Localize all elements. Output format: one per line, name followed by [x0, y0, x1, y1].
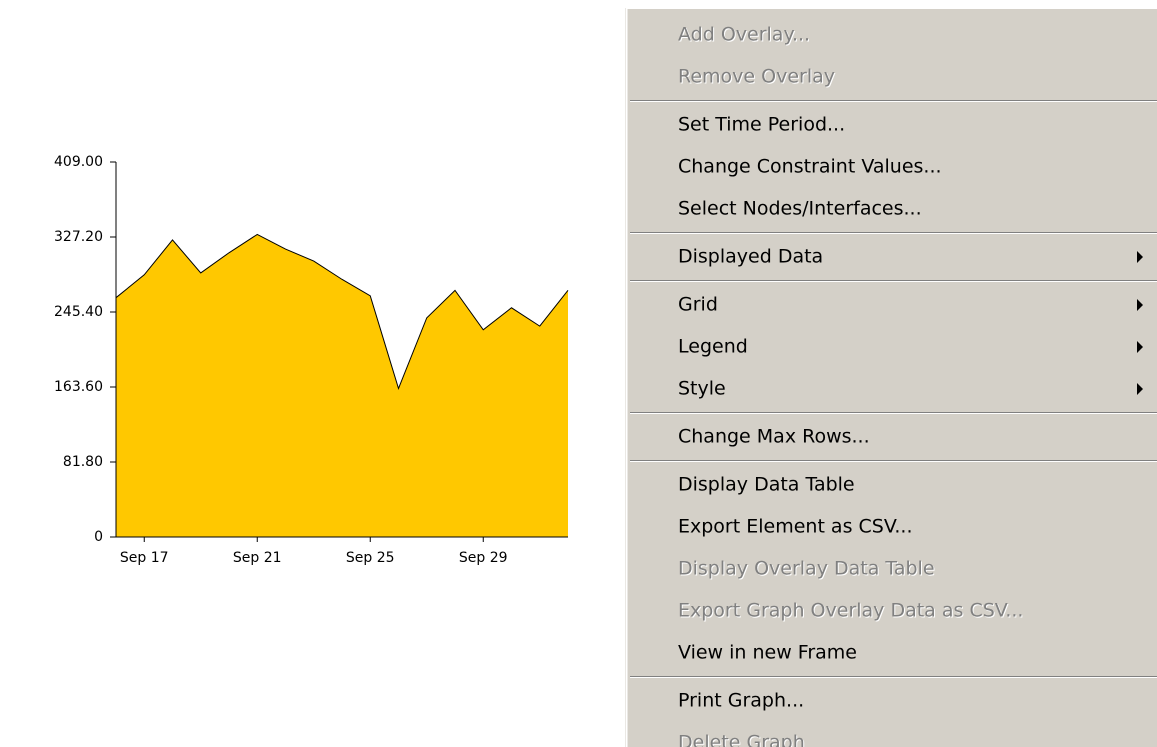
menu-item[interactable]: Select Nodes/Interfaces... [678, 198, 922, 220]
menu-item-shadow: Delete Graph [679, 733, 806, 747]
menu-item: Display Overlay Data Table [678, 558, 935, 580]
menu-item[interactable]: Export Element as CSV... [678, 516, 913, 538]
menu-item[interactable]: Change Constraint Values... [678, 156, 942, 178]
menu-item: Add Overlay... [678, 24, 810, 46]
menu-item[interactable]: Change Max Rows... [678, 426, 870, 448]
submenu-arrow [1137, 299, 1143, 311]
menu-item: Remove Overlay [678, 66, 835, 88]
menu-item: Export Graph Overlay Data as CSV... [678, 600, 1023, 622]
menu-item[interactable]: Print Graph... [678, 690, 804, 712]
y-tick-label: 0 [94, 529, 103, 545]
y-tick-label: 409.00 [54, 154, 103, 170]
y-tick-label: 245.40 [54, 304, 103, 320]
menu-item-shadow: Display Overlay Data Table [679, 559, 936, 581]
y-tick-label: 81.80 [63, 454, 103, 470]
menu-item-shadow: Remove Overlay [679, 67, 836, 89]
menu-item[interactable]: Set Time Period... [678, 114, 845, 136]
submenu-arrow [1137, 383, 1143, 395]
x-tick-label: Sep 17 [120, 550, 169, 566]
menu-item[interactable]: Style [678, 378, 726, 400]
x-tick-label: Sep 25 [346, 550, 395, 566]
x-tick-label: Sep 21 [233, 550, 282, 566]
y-tick-label: 327.20 [54, 229, 103, 245]
menu-item: Delete Graph [678, 732, 805, 747]
menu-item[interactable]: Grid [678, 294, 718, 316]
menu-item[interactable]: Displayed Data [678, 246, 823, 268]
x-tick-label: Sep 29 [459, 550, 508, 566]
menu-item[interactable]: View in new Frame [678, 642, 857, 664]
area-line [115, 233, 569, 390]
menu-item[interactable]: Display Data Table [678, 474, 855, 496]
submenu-arrow [1137, 341, 1143, 353]
submenu-arrow [1137, 251, 1143, 263]
context-menu [625, 8, 1157, 747]
menu-item[interactable]: Legend [678, 336, 748, 358]
area [116, 234, 568, 537]
menu-item-shadow: Export Graph Overlay Data as CSV... [679, 601, 1024, 623]
y-tick-label: 163.60 [54, 379, 103, 395]
menu-item-shadow: Add Overlay... [679, 25, 811, 47]
